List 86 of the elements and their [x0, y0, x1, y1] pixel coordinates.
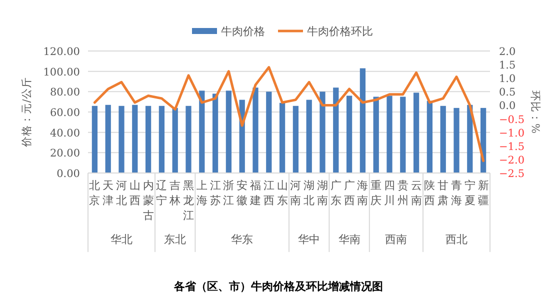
bar [320, 92, 326, 173]
y-tick-label: 120.00 [43, 46, 80, 58]
text: 各省（区、市）牛肉价格及环比增减情况图 [173, 280, 383, 293]
bar [199, 90, 205, 173]
bar [132, 104, 138, 173]
x-tick-label: 黑龙江 [183, 179, 194, 222]
y2-tick-label: 0.5 [499, 86, 516, 99]
y2-tick-label: −1.5 [499, 140, 524, 153]
y2-tick-label: −2.5 [499, 168, 524, 180]
y-tick-label: 80.00 [50, 86, 80, 99]
y2-tick-label: −0.5 [499, 114, 524, 126]
x-tick-label: 上海 [196, 179, 208, 207]
x-tick-label: 河南 [290, 179, 302, 207]
bar [266, 92, 272, 173]
x-tick-label: 内蒙古 [142, 179, 154, 222]
x-tick-label: 浙江 [223, 179, 234, 207]
bar [400, 96, 406, 173]
x-tick-label: 云南 [410, 179, 422, 207]
text: 华北 [110, 233, 132, 246]
text: 东北 [164, 233, 186, 246]
bar [333, 88, 339, 173]
text: 西南 [385, 233, 408, 246]
bar [186, 106, 192, 173]
y2-tick-label: 0.0 [499, 100, 516, 112]
x-tick-label: 吉林 [168, 179, 181, 207]
x-tick-label: 湖北 [304, 179, 315, 207]
bar [92, 106, 98, 173]
x-tick-label: 宁夏 [464, 179, 476, 207]
x-tick-label: 湖南 [317, 179, 328, 207]
legend-label: 牛肉价格环比 [307, 25, 373, 38]
x-tick-label: 江苏 [210, 179, 221, 207]
y2-tick-label: 1.0 [499, 73, 516, 86]
x-tick-label: 陕西 [424, 179, 436, 207]
x-tick-label: 贵州 [397, 179, 408, 207]
y-tick-label: 0.00 [56, 168, 80, 180]
x-tick-label: 天津 [102, 179, 114, 207]
bar [386, 96, 392, 173]
bar [279, 102, 286, 173]
bar [346, 96, 352, 173]
bar [145, 106, 152, 173]
bar [373, 96, 379, 173]
x-tick-label: 辽宁 [156, 179, 168, 207]
x-tick-label: 甘肃 [438, 179, 449, 207]
x-tick-label: 重庆 [370, 179, 382, 207]
text: 华中 [298, 233, 320, 246]
legend-label: 牛肉价格 [221, 25, 265, 38]
x-tick-label: 江西 [263, 179, 274, 207]
text: 华东 [231, 233, 254, 246]
x-tick-label: 北京 [89, 179, 100, 207]
y2-tick-label: 2.0 [499, 46, 516, 58]
bar [172, 108, 178, 173]
y2-tick-label: −1.0 [499, 127, 524, 140]
y-tick-label: 40.00 [50, 127, 80, 140]
text: 西北 [446, 233, 468, 246]
x-tick-label: 安徽 [236, 179, 248, 207]
y2-tick-label: −2.0 [499, 154, 524, 166]
bar [118, 106, 124, 173]
x-tick-label: 山西 [129, 179, 140, 207]
text: 华南 [338, 233, 360, 246]
bar [413, 92, 420, 173]
x-tick-label: 青海 [451, 179, 462, 207]
x-tick-label: 广西 [344, 179, 355, 207]
bar [426, 100, 433, 173]
bar [306, 100, 312, 173]
x-tick-label: 海南 [357, 179, 368, 207]
y-tick-label: 20.00 [50, 148, 80, 160]
bar [440, 106, 446, 173]
x-tick-label: 新疆 [478, 179, 489, 207]
y2-axis-title: 环比：% [529, 90, 542, 134]
bar [292, 106, 299, 173]
bar [212, 94, 218, 173]
bar [360, 68, 366, 173]
bar [226, 90, 232, 173]
x-tick-label: 山东 [276, 179, 288, 207]
y-tick-label: 60.00 [50, 107, 80, 119]
x-tick-label: 广东 [330, 179, 342, 207]
bar [158, 106, 165, 173]
y-tick-label: 100.00 [43, 66, 80, 78]
x-tick-label: 四川 [384, 179, 395, 207]
bar [252, 88, 258, 173]
x-tick-label: 河北 [116, 179, 127, 207]
y-axis-title: 价格：元/公斤 [20, 77, 33, 148]
bar [454, 108, 460, 173]
bar [105, 104, 111, 173]
y2-tick-label: 1.5 [499, 60, 516, 72]
x-tick-label: 福建 [249, 179, 261, 207]
